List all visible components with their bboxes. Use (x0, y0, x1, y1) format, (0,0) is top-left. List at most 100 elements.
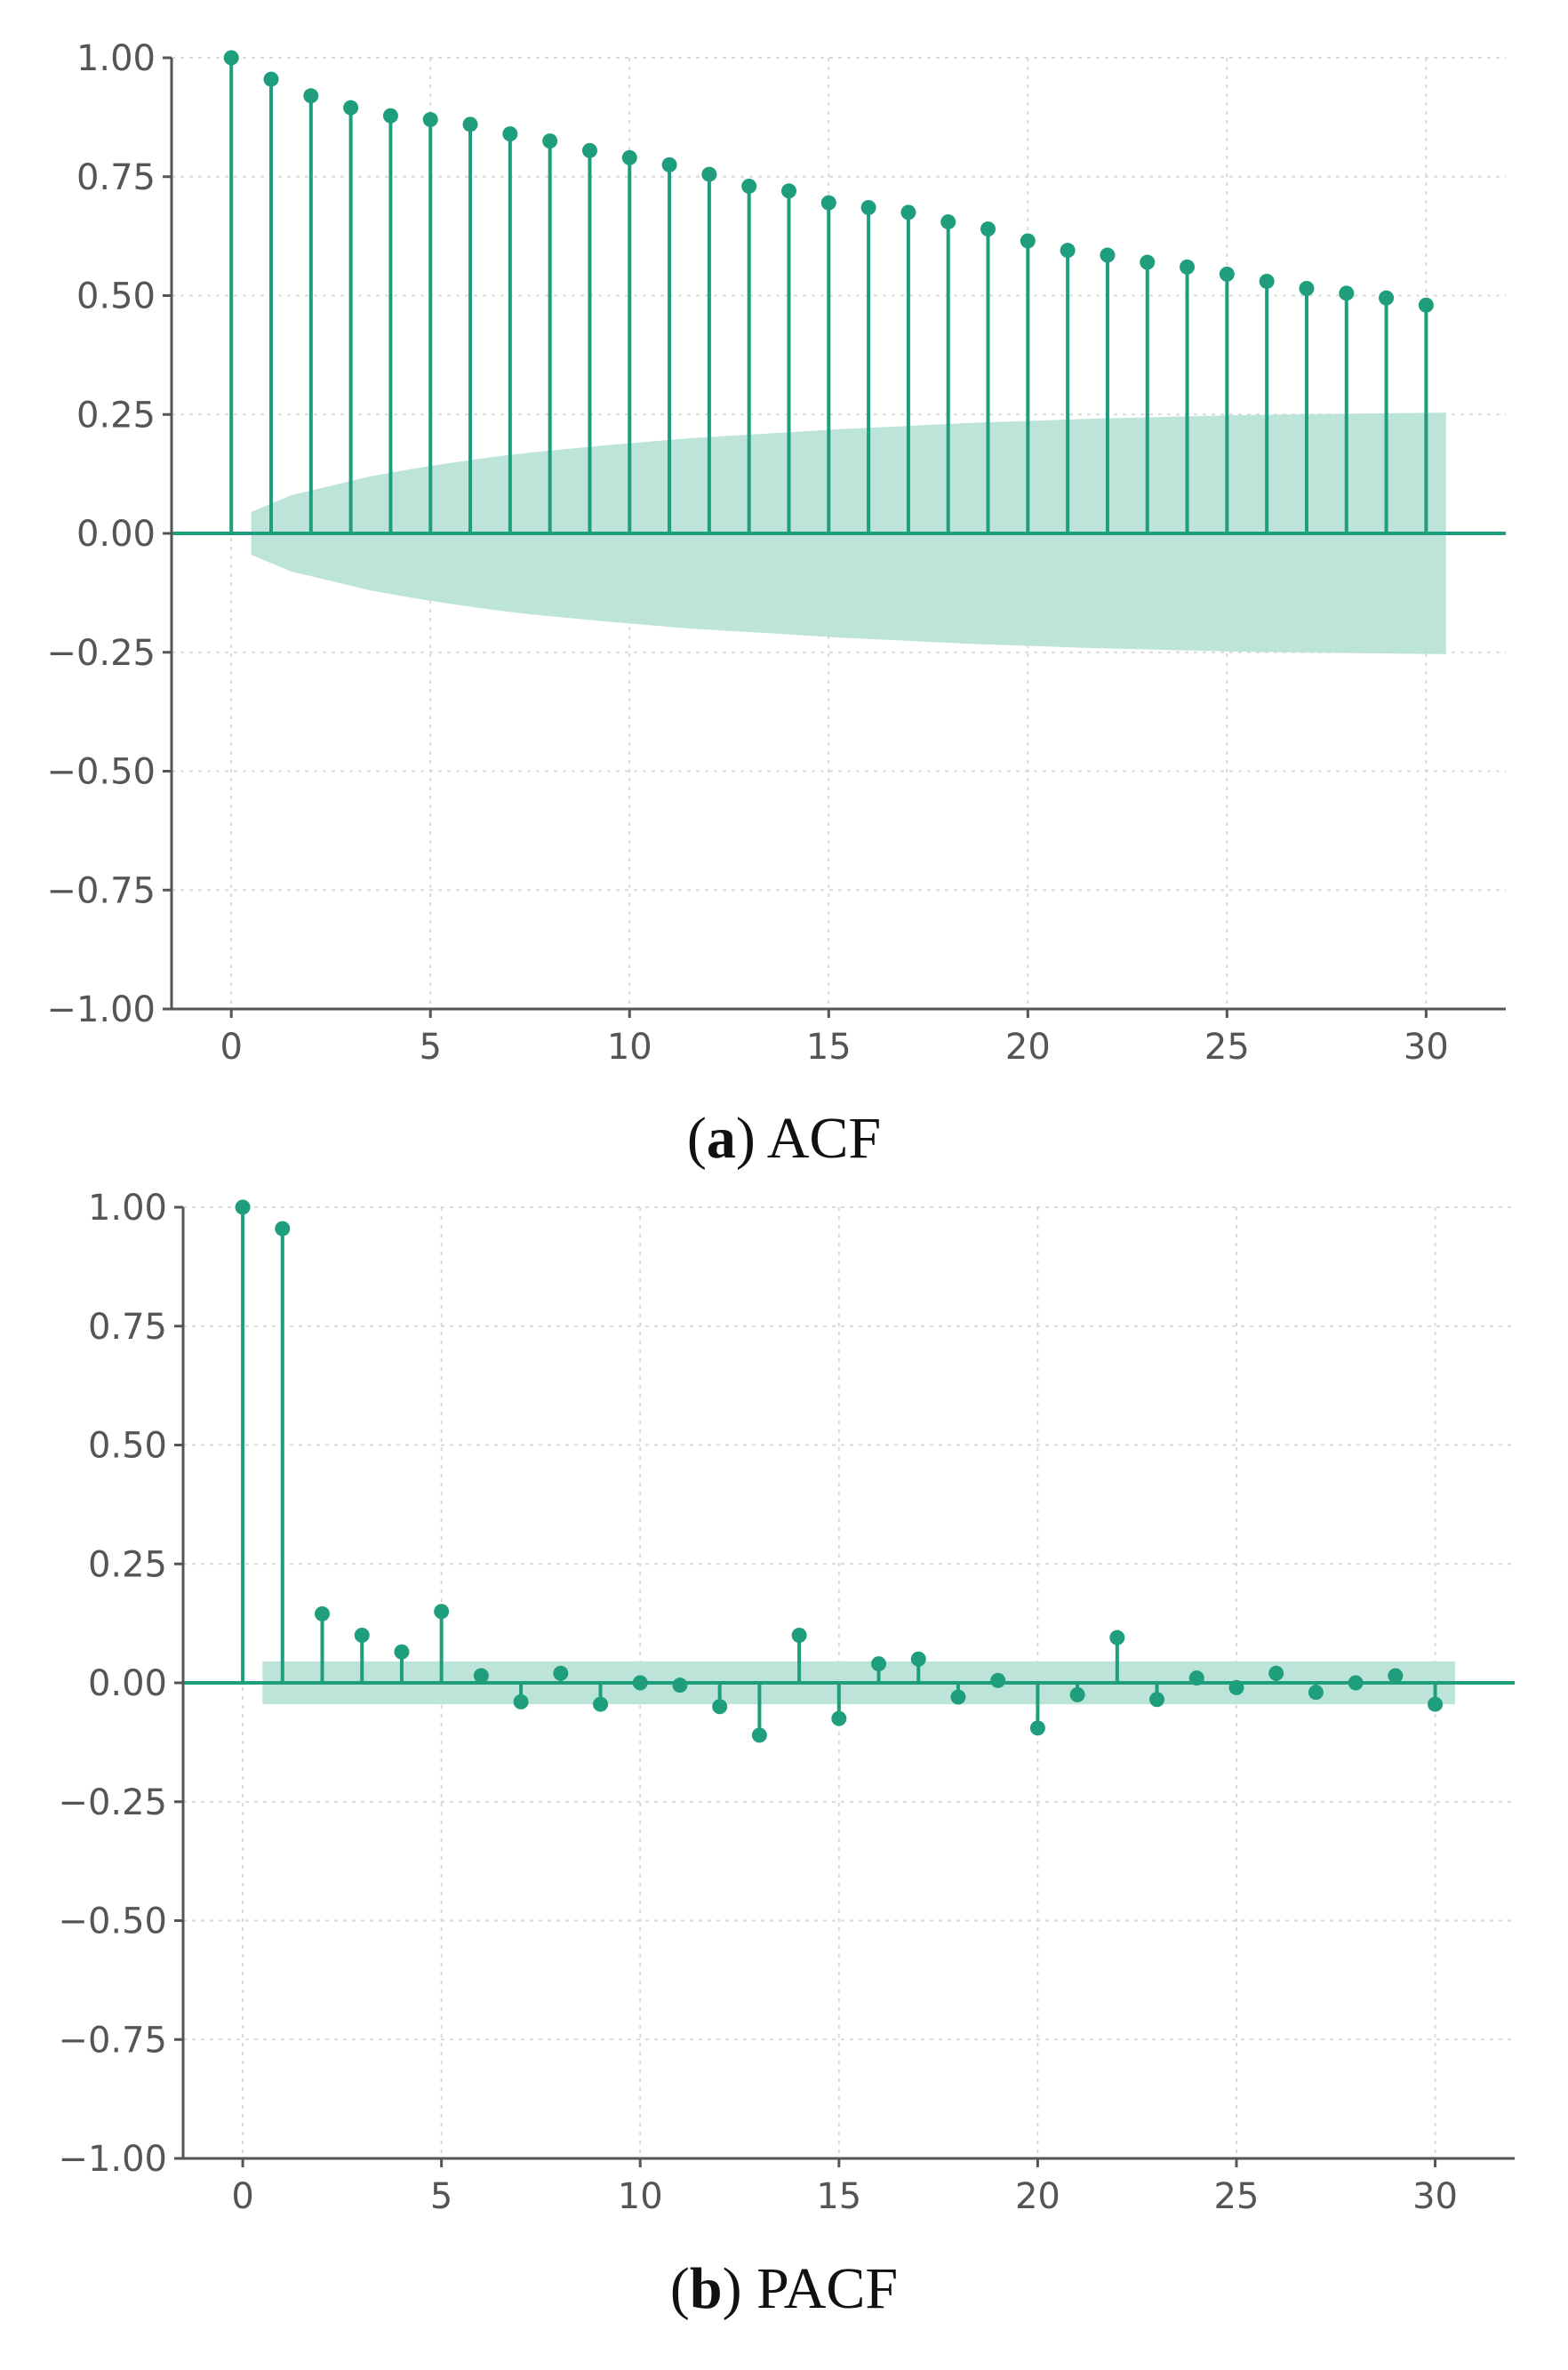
marker-lag-6 (473, 1668, 489, 1684)
y-tick-label: 1.00 (88, 1188, 167, 1229)
marker-lag-30 (1428, 1696, 1444, 1712)
marker-lag-16 (871, 1656, 887, 1672)
marker-lag-17 (910, 1651, 926, 1667)
marker-lag-3 (354, 1628, 370, 1643)
marker-lag-21 (1069, 1686, 1085, 1702)
marker-lag-11 (661, 156, 677, 172)
marker-lag-23 (1140, 254, 1156, 270)
marker-lag-4 (394, 1644, 410, 1660)
y-tick-label: −1.00 (46, 989, 156, 1030)
marker-lag-19 (990, 1672, 1006, 1688)
marker-lag-9 (593, 1696, 609, 1712)
caption-paren-open: ( (687, 1106, 707, 1171)
x-tick-label: 15 (816, 2176, 861, 2217)
marker-lag-17 (900, 204, 916, 220)
x-tick-label: 5 (420, 1027, 442, 1068)
marker-lag-18 (940, 214, 956, 230)
marker-lag-14 (780, 183, 796, 199)
marker-lag-16 (860, 200, 876, 216)
marker-lag-10 (632, 1675, 648, 1691)
marker-lag-27 (1299, 280, 1315, 296)
x-tick-label: 20 (1015, 2176, 1060, 2217)
marker-lag-30 (1418, 297, 1434, 313)
marker-lag-0 (235, 1199, 251, 1215)
y-tick-label: 0.75 (76, 157, 156, 198)
caption-letter: b (690, 2256, 723, 2321)
marker-lag-19 (980, 221, 996, 237)
marker-lag-8 (553, 1665, 569, 1681)
marker-lag-20 (1020, 233, 1036, 249)
y-tick-label: 0.25 (76, 395, 156, 436)
caption-title: PACF (756, 2256, 898, 2321)
y-tick-label: 0.50 (88, 1426, 167, 1467)
y-tick-label: −0.25 (58, 1782, 167, 1823)
y-tick-label: 0.00 (76, 514, 156, 555)
marker-lag-0 (223, 50, 239, 66)
acf-panel: 1.00 0.75 0.50 0.25 0.00 −0.25 −0.50 −0.75 −1.00… (46, 38, 1506, 1068)
marker-lag-13 (751, 1727, 767, 1743)
marker-lag-9 (581, 142, 597, 158)
marker-lag-5 (422, 112, 438, 128)
x-tick-label: 30 (1404, 1027, 1449, 1068)
caption-paren-close: ) (736, 1106, 767, 1171)
marker-lag-28 (1348, 1675, 1364, 1691)
y-tick-label: −0.25 (46, 633, 156, 674)
marker-lag-15 (820, 195, 836, 211)
y-tick-label: 0.25 (88, 1544, 167, 1585)
caption-paren-open: ( (670, 2256, 690, 2321)
marker-lag-24 (1180, 259, 1196, 275)
y-tick-label: −1.00 (58, 2139, 167, 2180)
x-tick-label: 15 (806, 1027, 852, 1068)
marker-lag-12 (712, 1699, 728, 1715)
marker-lag-15 (831, 1710, 847, 1726)
marker-lag-26 (1259, 273, 1275, 289)
x-tick-label: 25 (1214, 2176, 1260, 2217)
marker-lag-22 (1100, 247, 1116, 263)
caption-title: ACF (767, 1106, 881, 1171)
marker-lag-1 (263, 71, 279, 87)
y-tick-label: −0.75 (46, 870, 156, 911)
pacf-panel: 1.00 0.75 0.50 0.25 0.00 −0.25 −0.50 −0.75 −1.00… (58, 1188, 1515, 2217)
marker-lag-14 (791, 1628, 807, 1643)
acf-caption: (a) ACF (687, 1106, 881, 1171)
marker-lag-28 (1339, 285, 1355, 301)
marker-lag-2 (315, 1605, 331, 1621)
x-tick-label: 0 (220, 1027, 242, 1068)
marker-lag-29 (1388, 1668, 1404, 1684)
marker-lag-20 (1029, 1720, 1045, 1736)
x-tick-label: 25 (1204, 1027, 1250, 1068)
marker-lag-3 (343, 100, 359, 116)
y-tick-label: 0.00 (88, 1663, 167, 1704)
marker-lag-2 (303, 88, 319, 104)
marker-lag-4 (382, 108, 398, 124)
caption-paren-close: ) (723, 2256, 756, 2321)
marker-lag-10 (621, 149, 637, 165)
marker-lag-25 (1228, 1679, 1244, 1695)
marker-lag-27 (1308, 1685, 1324, 1701)
x-tick-label: 30 (1412, 2176, 1458, 2217)
y-tick-label: 0.50 (76, 276, 156, 317)
marker-lag-7 (513, 1693, 529, 1709)
marker-lag-22 (1109, 1629, 1125, 1645)
marker-lag-11 (672, 1677, 688, 1693)
marker-lag-23 (1149, 1692, 1165, 1708)
x-tick-label: 10 (607, 1027, 652, 1068)
marker-lag-12 (701, 166, 717, 182)
x-tick-label: 0 (231, 2176, 253, 2217)
marker-lag-29 (1379, 290, 1395, 306)
marker-lag-7 (502, 126, 518, 142)
marker-lag-18 (950, 1689, 966, 1705)
marker-lag-24 (1188, 1670, 1204, 1686)
y-tick-label: −0.75 (58, 2020, 167, 2061)
y-tick-label: −0.50 (46, 752, 156, 793)
x-tick-label: 10 (618, 2176, 663, 2217)
marker-lag-6 (462, 116, 478, 132)
marker-lag-8 (542, 133, 558, 149)
x-tick-label: 20 (1005, 1027, 1051, 1068)
marker-lag-26 (1268, 1665, 1284, 1681)
y-tick-label: 0.75 (88, 1307, 167, 1348)
marker-lag-5 (434, 1604, 450, 1620)
pacf-caption: (b) PACF (670, 2256, 898, 2321)
x-tick-label: 5 (430, 2176, 452, 2217)
